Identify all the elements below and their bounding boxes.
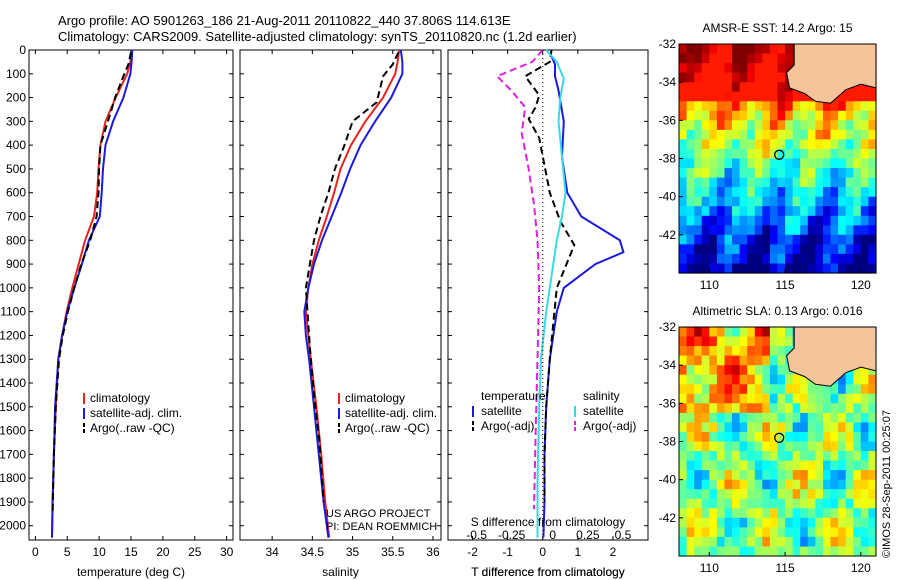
temperature-ytick-label: 1700: [0, 447, 26, 461]
sla-map-ytick-label: -34: [659, 358, 677, 372]
difference-xtick2-label: 0.5: [615, 528, 632, 542]
difference-legend-label: satellite: [583, 404, 624, 418]
temperature-xtick-label: 10: [92, 545, 106, 559]
difference-legend-title-temperature: temperature: [481, 389, 546, 403]
temperature-axes: [28, 49, 234, 541]
temperature-ytick-label: 2000: [0, 519, 26, 533]
temperature-xtick-label: 5: [64, 545, 71, 559]
difference-xtick-label: 1: [574, 545, 581, 559]
salinity-xtick-label: 36: [426, 545, 440, 559]
temperature-xtick-label: 30: [220, 545, 234, 559]
sst-map-ytick-label: -38: [659, 152, 677, 166]
temperature-ytick-label: 1100: [0, 305, 26, 319]
salinity-legend-label: Argo(..raw -QC): [345, 421, 430, 435]
salinity-legend-label: satellite-adj. clim.: [345, 406, 437, 420]
difference-legend-title-salinity: salinity: [583, 389, 620, 403]
salinity-xtick-label: 35.5: [381, 545, 405, 559]
sst-map-xtick-label: 110: [700, 278, 719, 292]
temperature-ytick-label: 1900: [0, 495, 26, 509]
temperature-legend-label: satellite-adj. clim.: [90, 406, 182, 420]
difference-legend-label: satellite: [481, 404, 522, 418]
difference-xtick2-label: 0: [549, 528, 556, 542]
sst-map-ytick-label: -42: [659, 228, 677, 242]
sla-map-xtick-label: 120: [851, 561, 871, 575]
salinity-xtick-label: 34: [265, 545, 279, 559]
sst-map-xtick-label: 115: [776, 278, 795, 292]
temperature-ytick-label: 100: [6, 67, 26, 81]
figure-title-line1: Argo profile: AO 5901263_186 21-Aug-2011…: [58, 13, 511, 28]
temperature-ytick-label: 900: [6, 257, 26, 271]
temperature-xtick-label: 20: [156, 545, 170, 559]
temperature-xtick-label: 0: [32, 545, 39, 559]
sst-map-ytick-label: -40: [659, 190, 677, 204]
sst-map-ytick-label: -36: [659, 113, 677, 127]
temperature-xtick-label: 25: [188, 545, 202, 559]
difference-xtick-label: -2: [467, 545, 478, 559]
sla-map-ytick-label: -32: [659, 320, 677, 334]
difference-xtick2-label: -0.25: [498, 528, 526, 542]
salinity-xtick-label: 34.5: [301, 545, 325, 559]
difference-xtick-label: 0: [539, 545, 546, 559]
sla-map-title: Altimetric SLA: 0.13 Argo: 0.016: [692, 304, 862, 318]
temperature-ytick-label: 200: [6, 91, 26, 105]
sla-map-xtick-label: 110: [700, 561, 719, 575]
sla-map-ytick-label: -40: [659, 473, 677, 487]
difference-xlabel2: S difference from climatology: [471, 515, 626, 529]
temperature-ytick-label: 1800: [0, 471, 26, 485]
sla-map-ytick-label: -38: [659, 435, 677, 449]
temperature-ytick-label: 700: [6, 210, 26, 224]
difference-xtick2-label: 0.25: [576, 528, 600, 542]
difference-series-salinity-argo-adj-: [495, 49, 544, 510]
salinity-annotation-line1: US ARGO PROJECT: [326, 508, 431, 520]
temperature-ytick-label: 1400: [0, 376, 26, 390]
temperature-ytick-label: 1000: [0, 281, 26, 295]
sst-map-xtick-label: 120: [851, 278, 871, 292]
temperature-legend-label: climatology: [90, 391, 150, 405]
temperature-ytick-label: 300: [6, 114, 26, 128]
sst-map-ytick-label: -34: [659, 75, 677, 89]
sla-map-xtick-label: 115: [776, 561, 795, 575]
temperature-ytick-label: 1200: [0, 328, 26, 342]
sla-map-argo-marker: [774, 432, 785, 443]
salinity-series-satellite-adj-clim-: [303, 49, 404, 538]
difference-xtick-label: 2: [610, 545, 617, 559]
salinity-axes: [239, 49, 442, 541]
sla-map-ytick-label: -36: [659, 396, 677, 410]
temperature-legend-label: Argo(..raw -QC): [90, 421, 175, 435]
sst-map-argo-marker: [774, 149, 785, 160]
temperature-xtick-label: 15: [124, 545, 138, 559]
sst-map-title: AMSR-E SST: 14.2 Argo: 15: [702, 21, 852, 35]
difference-legend-label: Argo(-adj): [583, 419, 636, 433]
temperature-ytick-label: 500: [6, 162, 26, 176]
difference-xlabel: T difference from climatology: [471, 565, 625, 579]
temperature-ytick-label: 1500: [0, 400, 26, 414]
temperature-series-argo-raw-qc-: [51, 52, 132, 514]
salinity-xtick-label: 35: [346, 545, 360, 559]
salinity-series-argo-raw-qc-: [304, 51, 400, 502]
difference-legend-label: Argo(-adj): [481, 419, 534, 433]
temperature-ytick-label: 1300: [0, 352, 26, 366]
temperature-ytick-label: 1600: [0, 424, 26, 438]
difference-series-salinity-satellite: [536, 49, 567, 538]
temperature-ytick-label: 800: [6, 233, 26, 247]
difference-xtick2-label: -0.5: [466, 528, 487, 542]
salinity-annotation-line2: PI: DEAN ROEMMICH: [326, 521, 437, 533]
sst-map-ytick-label: -32: [659, 37, 677, 51]
temperature-xlabel: temperature (deg C): [77, 565, 185, 579]
difference-xtick-label: -1: [502, 545, 513, 559]
temperature-ytick-label: 400: [6, 138, 26, 152]
difference-xlabel-main: T difference from climatology: [471, 565, 625, 579]
temperature-ytick-label: 0: [19, 43, 26, 57]
temperature-ytick-label: 600: [6, 186, 26, 200]
salinity-xlabel: salinity: [322, 565, 359, 579]
difference-series-temperature-argo-adj-: [523, 49, 576, 502]
figure-title-line2: Climatology: CARS2009. Satellite-adjuste…: [58, 29, 577, 44]
salinity-legend-label: climatology: [345, 391, 405, 405]
sla-map-ytick-label: -42: [659, 511, 677, 525]
